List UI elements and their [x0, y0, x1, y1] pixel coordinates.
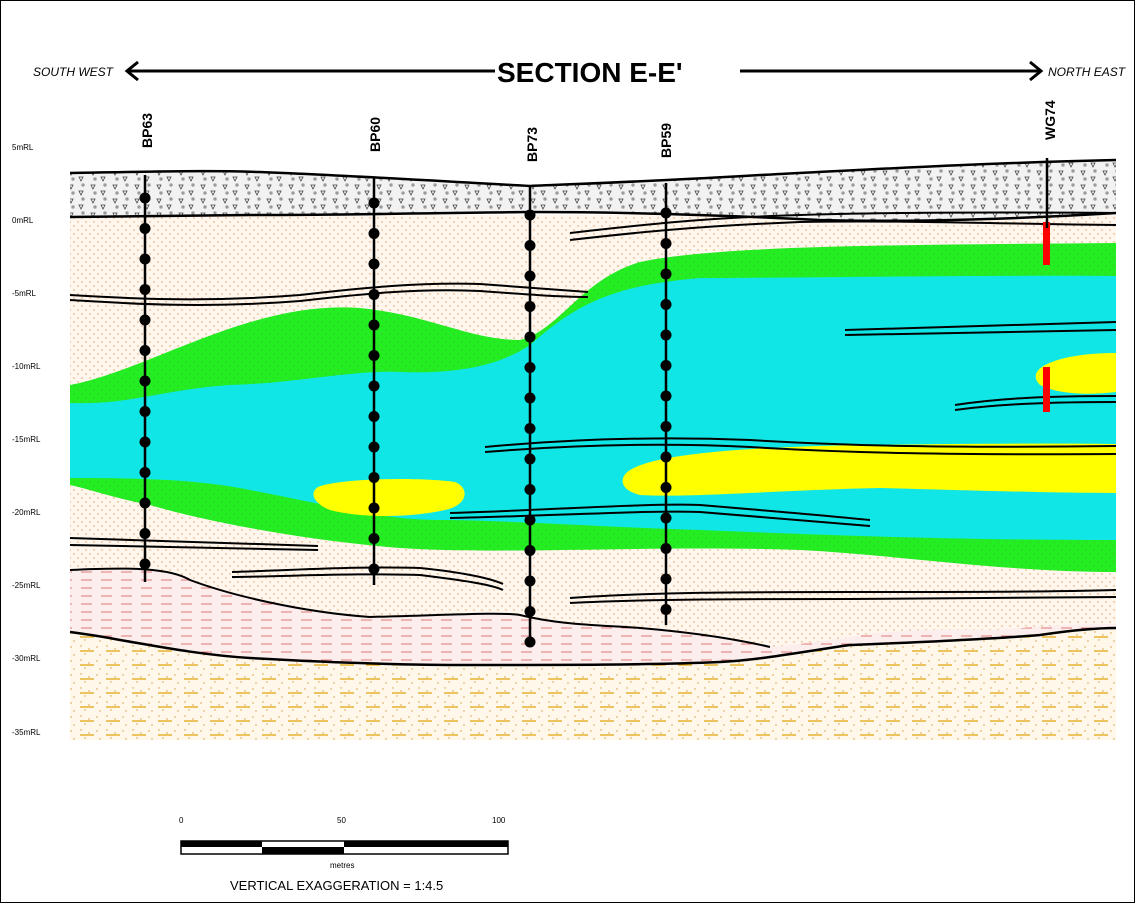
borehole-label-bp60: BP60	[367, 117, 383, 152]
borehole-bp59-sample-point	[660, 604, 672, 615]
borehole-bp60-sample-point	[368, 197, 380, 209]
borehole-bp73-sample-point	[524, 423, 536, 434]
elevation-label: -30mRL	[12, 654, 41, 663]
borehole-bp73-sample-point	[524, 453, 536, 465]
borehole-bp63-sample-point	[139, 467, 151, 478]
borehole-bp59-sample-point	[660, 573, 672, 585]
borehole-bp63-sample-point	[139, 223, 151, 234]
borehole-bp60-sample-point	[368, 380, 380, 392]
direction-arrow	[124, 60, 1044, 82]
elevation-label: -5mRL	[12, 289, 37, 298]
elevation-label: 5mRL	[12, 143, 34, 152]
borehole-bp59-sample-point	[660, 238, 672, 249]
borehole-bp73-sample-point	[524, 545, 536, 556]
borehole-bp73-sample-point	[524, 240, 536, 251]
borehole-bp73-sample-point	[524, 362, 536, 373]
borehole-bp63-sample-point	[139, 436, 151, 448]
borehole-bp59-sample-point	[660, 268, 672, 280]
wg74-screen-marker-lower	[1043, 367, 1050, 412]
strata-boundaries	[69, 158, 1117, 667]
borehole-bp63-sample-point	[139, 528, 151, 539]
direction-right-label: NORTH EAST	[1048, 65, 1127, 79]
wg74-screen-marker-upper	[1043, 222, 1050, 265]
borehole-bp73-sample-point	[524, 331, 536, 343]
borehole-bp60-sample-point	[368, 472, 380, 483]
borehole-bp59-sample-point	[660, 451, 672, 463]
borehole-bp63-sample-point	[139, 375, 151, 387]
sand-lens-yellow-2	[622, 443, 1116, 496]
borehole-label-bp73: BP73	[524, 127, 540, 162]
borehole-bp60-sample-point	[368, 350, 380, 361]
borehole-bp59-sample-point	[660, 421, 672, 432]
borehole-bp73-sample-point	[524, 392, 536, 404]
borehole-bp60-sample-point	[368, 258, 380, 270]
elevation-label: -35mRL	[12, 728, 41, 737]
borehole-bp60-sample-point	[368, 502, 380, 514]
borehole-bp59-sample-point	[660, 390, 672, 402]
borehole-bp59-sample-point	[660, 543, 672, 554]
borehole-bp63-sample-point	[139, 284, 151, 295]
scale-tick-label: 100	[492, 816, 506, 825]
borehole-bp63-sample-point	[139, 253, 151, 265]
borehole-bp73-sample-point	[524, 514, 536, 526]
borehole-bp59-sample-point	[660, 512, 672, 524]
borehole-bp60-sample-point	[368, 411, 380, 422]
borehole-bp73-sample-point	[524, 270, 536, 282]
scale-tick-label: 0	[179, 816, 184, 825]
borehole-bp59-sample-point	[660, 360, 672, 371]
borehole-bp63-sample-point	[139, 406, 151, 417]
section-title: SECTION E-E'	[497, 57, 683, 88]
borehole-bp63-sample-point	[139, 497, 151, 509]
borehole-bp59-sample-point	[660, 329, 672, 341]
scale-bar	[180, 840, 509, 855]
borehole-bp59-sample-point	[660, 299, 672, 310]
borehole-bp73-sample-point	[524, 484, 536, 495]
borehole-bp60-sample-point	[368, 228, 380, 239]
borehole-bp60-sample-point	[368, 563, 380, 575]
borehole-bp63-sample-point	[139, 345, 151, 356]
borehole-logs	[139, 158, 1049, 648]
borehole-label-bp63: BP63	[139, 113, 155, 148]
borehole-bp73-sample-point	[524, 209, 536, 221]
borehole-bp60-sample-point	[368, 533, 380, 544]
clay-layer	[70, 568, 1116, 665]
elevation-label: -10mRL	[12, 362, 41, 371]
direction-left-label: SOUTH WEST	[33, 65, 115, 79]
borehole-label-wg74: WG74	[1042, 100, 1058, 140]
interbeds	[69, 211, 1117, 604]
elevation-label: -25mRL	[12, 581, 41, 590]
elevation-label: 0mRL	[12, 216, 34, 225]
borehole-bp59-sample-point	[660, 207, 672, 219]
borehole-bp73-sample-point	[524, 575, 536, 587]
borehole-label-bp59: BP59	[658, 123, 674, 158]
elevation-label: -20mRL	[12, 508, 41, 517]
borehole-bp59-sample-point	[660, 482, 672, 493]
borehole-bp73-sample-point	[524, 301, 536, 312]
vertical-exaggeration-note: VERTICAL EXAGGERATION = 1:4.5	[230, 878, 443, 893]
borehole-bp73-sample-point	[524, 606, 536, 617]
borehole-bp60-sample-point	[368, 441, 380, 453]
borehole-bp63-sample-point	[139, 192, 151, 204]
borehole-bp60-sample-point	[368, 319, 380, 331]
base-layer	[70, 628, 1116, 740]
sand-lens-yellow-1	[313, 479, 465, 516]
borehole-bp63-sample-point	[139, 314, 151, 326]
scale-unit-label: metres	[330, 861, 354, 870]
elevation-label: -15mRL	[12, 435, 41, 444]
borehole-bp73-sample-point	[524, 636, 536, 648]
borehole-bp60-sample-point	[368, 289, 380, 300]
borehole-bp63-sample-point	[139, 558, 151, 570]
scale-tick-label: 50	[337, 816, 346, 825]
sand-lens-yellow-3	[1035, 353, 1116, 394]
